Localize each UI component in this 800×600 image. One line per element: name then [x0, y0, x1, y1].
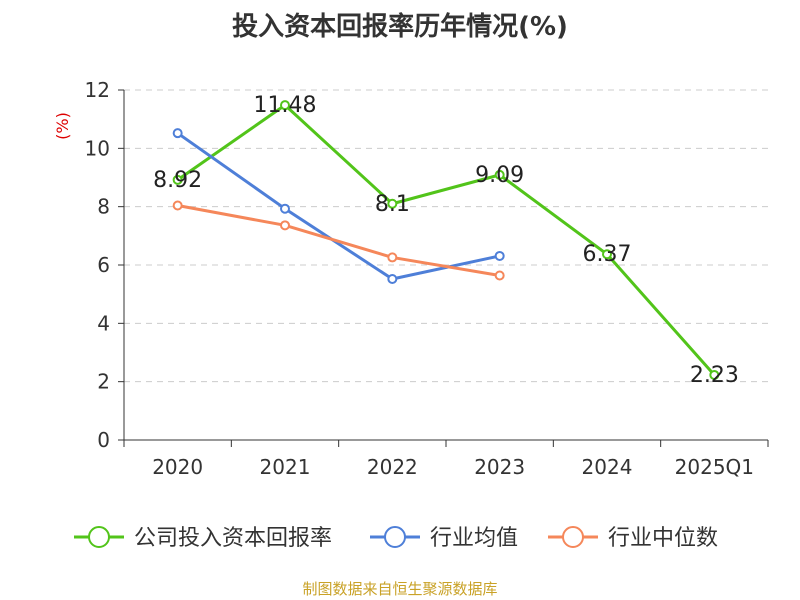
data-point	[387, 252, 398, 263]
axes: 0 2 4 6 8 10 12 (%) 2020 2021 2022 2023 2024 2025Q1	[53, 78, 769, 479]
series-line	[177, 204, 500, 277]
data-label: 2.23	[690, 363, 739, 388]
data-point	[387, 198, 398, 209]
y-tick-label: 2	[97, 370, 110, 394]
data-point	[602, 249, 612, 260]
data-point	[280, 100, 290, 111]
data-point	[280, 220, 290, 231]
legend: 公司投入资本回报率 行业均值 行业中位数	[74, 526, 718, 551]
x-tick-label: 2025Q1	[675, 455, 754, 479]
y-tick-label: 12	[85, 78, 110, 102]
data-label: 11.48	[254, 93, 317, 118]
x-tick-label: 2024	[582, 455, 633, 479]
data-point	[494, 169, 505, 180]
y-tick-label: 10	[85, 136, 110, 160]
data-label: 8.1	[375, 192, 410, 217]
legend-item[interactable]: 公司投入资本回报率	[74, 526, 332, 551]
legend-label: 行业中位数	[608, 526, 718, 551]
data-point	[172, 200, 183, 211]
y-tick-label: 0	[97, 428, 110, 452]
series-line	[176, 103, 716, 376]
x-tick-label: 2021	[260, 455, 311, 479]
legend-marker	[88, 526, 110, 548]
data-point	[280, 203, 290, 214]
y-tick-label: 4	[97, 311, 110, 335]
y-tick-label: 8	[97, 195, 110, 219]
x-tick-label: 2020	[152, 455, 203, 479]
y-tick-label: 6	[97, 253, 110, 277]
legend-item[interactable]: 行业中位数	[548, 526, 718, 551]
legend-label: 公司投入资本回报率	[134, 526, 332, 551]
y-axis-label: (%)	[53, 112, 72, 140]
legend-item[interactable]: 行业均值	[370, 526, 518, 551]
series-lines	[172, 100, 720, 380]
data-point	[172, 128, 183, 139]
data-point	[172, 174, 183, 185]
data-labels: 8.92 11.48 8.1 9.09 6.37 2.23	[153, 93, 739, 388]
data-point	[494, 250, 505, 261]
source-note: 制图数据来自恒生聚源数据库	[302, 580, 498, 598]
data-label: 8.92	[153, 168, 202, 193]
gridlines	[124, 89, 768, 383]
x-tick-label: 2022	[367, 455, 418, 479]
legend-marker	[562, 526, 584, 548]
legend-label: 行业均值	[430, 526, 518, 551]
data-label: 6.37	[583, 242, 632, 267]
legend-marker	[384, 526, 406, 548]
chart-title: 投入资本回报率历年情况(%)	[232, 12, 568, 42]
data-point	[709, 369, 720, 380]
x-tick-label: 2023	[474, 455, 525, 479]
data-label: 9.09	[475, 163, 524, 188]
data-point	[387, 274, 398, 284]
data-point	[494, 270, 505, 281]
